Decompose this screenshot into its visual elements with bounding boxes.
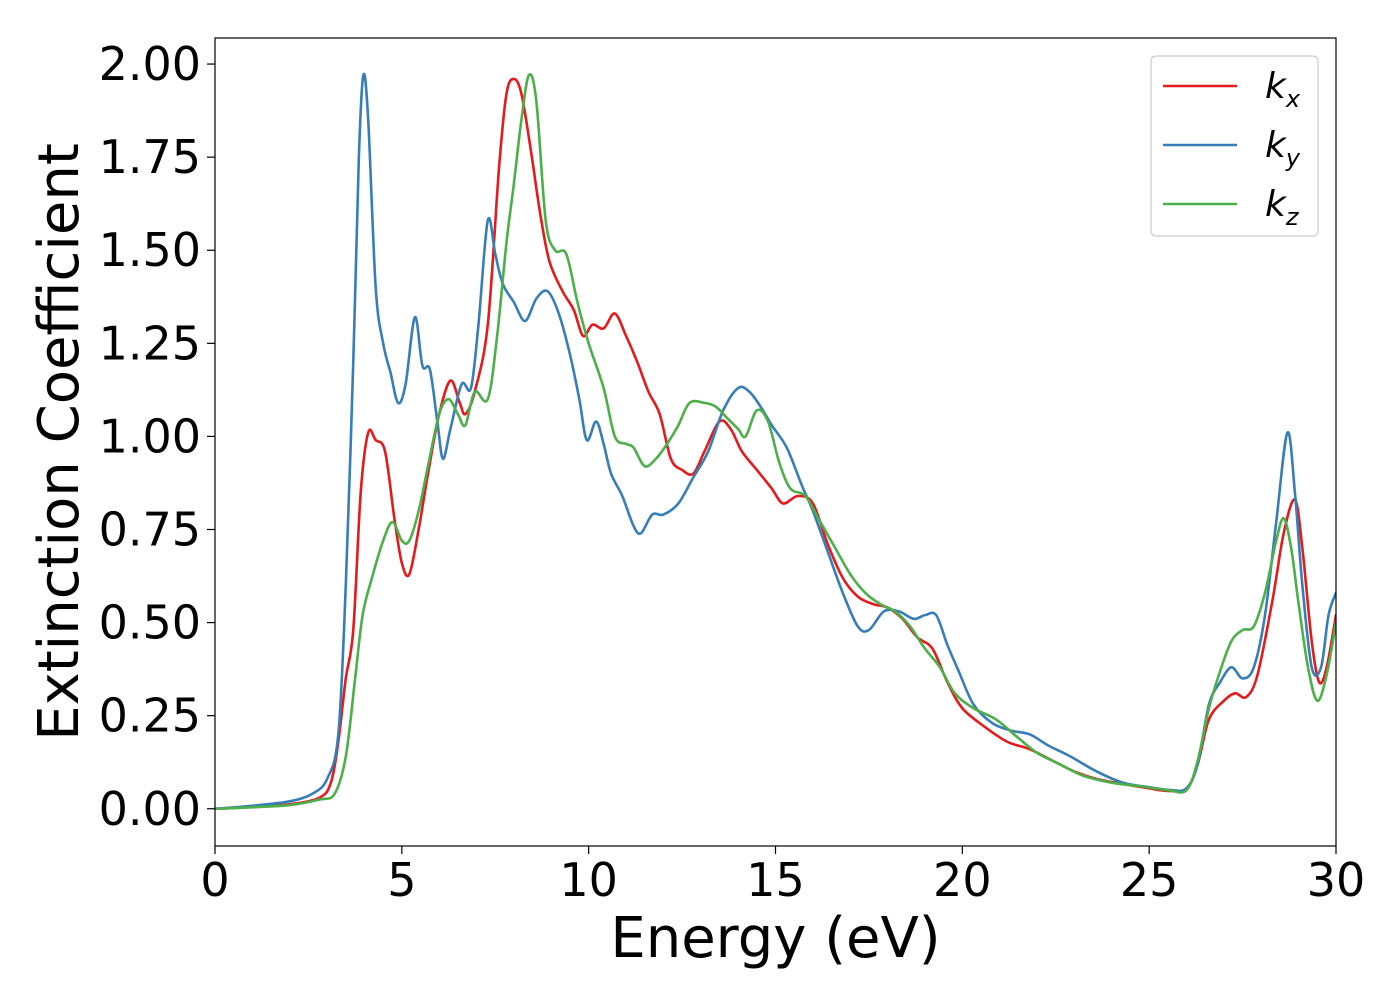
x-tick-label: 10 bbox=[559, 853, 618, 907]
y-tick-label: 0.75 bbox=[99, 503, 201, 557]
x-tick-label: 25 bbox=[1120, 853, 1179, 907]
x-axis-ticks: 0 5 10 15 20 25 30 bbox=[200, 846, 1365, 907]
y-tick-label: 1.75 bbox=[99, 130, 201, 184]
legend-label-kx: kx bbox=[1265, 66, 1301, 113]
x-tick-label: 30 bbox=[1307, 853, 1366, 907]
x-tick-label: 15 bbox=[746, 853, 805, 907]
y-tick-label: 1.00 bbox=[99, 409, 201, 463]
x-tick-label: 5 bbox=[387, 853, 416, 907]
x-tick-label: 20 bbox=[933, 853, 992, 907]
legend-label-ky: ky bbox=[1265, 125, 1301, 172]
legend: kx ky kz bbox=[1150, 55, 1319, 237]
y-tick-label: 0.00 bbox=[99, 782, 201, 836]
x-axis-label: Energy (eV) bbox=[610, 906, 940, 971]
y-axis-ticks: 0.00 0.25 0.50 0.75 1.00 1.25 1.50 1.75 2.00 bbox=[99, 37, 215, 836]
x-tick-label: 0 bbox=[200, 853, 229, 907]
series-line-kz bbox=[215, 73, 1336, 811]
y-tick-label: 0.25 bbox=[99, 689, 201, 743]
y-tick-label: 1.50 bbox=[99, 223, 201, 277]
series-layer bbox=[215, 72, 1336, 811]
y-tick-label: 0.50 bbox=[99, 596, 201, 650]
legend-label-kz: kz bbox=[1265, 184, 1300, 231]
y-tick-label: 2.00 bbox=[99, 37, 201, 91]
y-tick-label: 1.25 bbox=[99, 316, 201, 370]
y-axis-label: Extinction Coefficient bbox=[27, 143, 92, 741]
